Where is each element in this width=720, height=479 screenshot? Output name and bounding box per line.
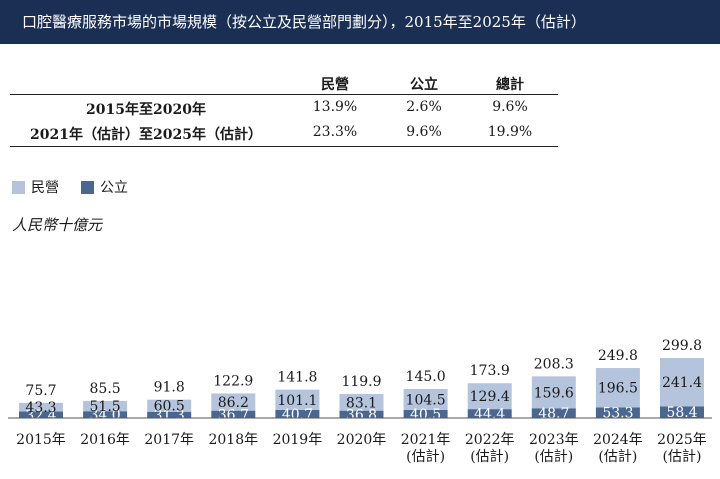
- bar-private: [211, 393, 256, 411]
- bar-public: [275, 409, 320, 418]
- x-tick-label: (估計): [598, 449, 637, 465]
- bar-private: [83, 400, 128, 412]
- x-tick-label: (估計): [470, 449, 509, 465]
- bar-private: [595, 368, 640, 408]
- bar-public: [595, 407, 640, 418]
- value-label-total: 91.8: [154, 380, 185, 396]
- x-tick-label: 2023年: [529, 432, 579, 448]
- bar-public: [660, 406, 704, 418]
- x-tick-label: 2015年: [16, 432, 66, 448]
- bar-public: [531, 408, 576, 418]
- bar-public: [467, 409, 512, 418]
- value-label-total: 141.8: [277, 370, 317, 386]
- cagr-divider-top: [10, 94, 558, 95]
- value-label-private: 83.1: [346, 395, 377, 411]
- x-tick-label: 2018年: [208, 432, 258, 448]
- cagr-header-private: 民營: [321, 77, 349, 93]
- cagr-row-label: 2021年（估計）至2025年（估計）: [30, 127, 262, 143]
- cagr-header-public: 公立: [410, 77, 438, 93]
- value-label-total: 249.8: [598, 348, 638, 364]
- value-label-public: 36.8: [346, 407, 377, 423]
- bar-private: [147, 399, 192, 412]
- bar-private: [339, 394, 384, 411]
- chart-title: 口腔醫療服務市場的市場規模（按公立及民營部門劃分），2015年至2025年（估計…: [0, 0, 720, 44]
- bar-private: [467, 383, 512, 410]
- value-label-total: 119.9: [341, 374, 381, 390]
- value-label-public: 31.3: [154, 408, 185, 424]
- cagr-value: 9.6%: [492, 99, 528, 115]
- bar-private: [403, 389, 448, 410]
- cagr-value: 13.9%: [312, 99, 358, 115]
- x-tick-label: (估計): [534, 449, 573, 465]
- bar-public: [339, 410, 384, 418]
- bar-private: [660, 358, 704, 407]
- value-label-private: 129.4: [470, 389, 510, 405]
- x-tick-label: (估計): [406, 449, 445, 465]
- value-label-private: 159.6: [534, 385, 574, 401]
- y-axis-unit: 人民幣十億元: [12, 216, 103, 234]
- legend-label-private: 民營: [31, 180, 59, 196]
- bar-public: [211, 410, 256, 418]
- x-tick-label: 2022年: [465, 432, 515, 448]
- value-label-public: 53.3: [602, 406, 633, 422]
- legend-swatch-public: [81, 180, 94, 194]
- chart-legend: 民營 公立: [12, 177, 150, 197]
- value-label-public: 44.4: [474, 407, 505, 423]
- value-label-total: 145.0: [406, 369, 446, 385]
- value-label-total: 85.5: [90, 381, 121, 397]
- cagr-header-total: 總計: [496, 77, 524, 93]
- x-tick-label: 2019年: [273, 432, 323, 448]
- value-label-public: 32.4: [25, 408, 56, 424]
- value-label-public: 36.7: [218, 407, 249, 423]
- cagr-value: 2.6%: [406, 99, 442, 115]
- value-label-total: 75.7: [25, 383, 56, 399]
- bar-private: [19, 402, 63, 412]
- value-label-public: 40.5: [410, 407, 441, 423]
- bar-private: [275, 389, 320, 410]
- value-label-total: 173.9: [470, 363, 510, 379]
- value-label-private: 51.5: [90, 399, 121, 415]
- value-label-private: 43.3: [25, 400, 56, 416]
- cagr-value: 19.9%: [487, 124, 533, 140]
- bar-private: [531, 376, 576, 409]
- x-tick-label: (估計): [663, 449, 702, 465]
- value-label-private: 104.5: [406, 392, 446, 408]
- x-tick-label: 2017年: [144, 432, 194, 448]
- value-label-total: 208.3: [534, 356, 574, 372]
- value-label-public: 48.7: [538, 406, 569, 422]
- value-label-total: 299.8: [662, 338, 702, 354]
- value-label-public: 34.0: [90, 408, 121, 424]
- bar-public: [403, 409, 448, 418]
- value-label-total: 122.9: [213, 373, 253, 389]
- value-label-private: 101.1: [277, 393, 317, 409]
- bar-public: [147, 411, 192, 418]
- x-tick-label: 2020年: [337, 432, 387, 448]
- cagr-value: 9.6%: [406, 124, 442, 140]
- value-label-public: 40.7: [282, 407, 313, 423]
- value-label-private: 196.5: [598, 381, 638, 397]
- bar-public: [83, 411, 128, 418]
- value-label-private: 60.5: [154, 399, 185, 415]
- legend-swatch-private: [12, 180, 25, 194]
- x-tick-label: 2016年: [80, 432, 130, 448]
- legend-label-public: 公立: [100, 180, 128, 196]
- x-tick-label: 2024年: [593, 432, 643, 448]
- x-tick-label: 2021年: [401, 432, 451, 448]
- value-label-private: 86.2: [218, 395, 249, 411]
- cagr-value: 23.3%: [312, 124, 358, 140]
- x-tick-label: 2025年: [657, 432, 707, 448]
- cagr-divider-bottom: [10, 146, 558, 147]
- value-label-public: 58.4: [666, 405, 697, 421]
- cagr-row-label: 2015年至2020年: [86, 102, 206, 118]
- value-label-private: 241.4: [662, 375, 702, 391]
- bar-public: [19, 411, 63, 418]
